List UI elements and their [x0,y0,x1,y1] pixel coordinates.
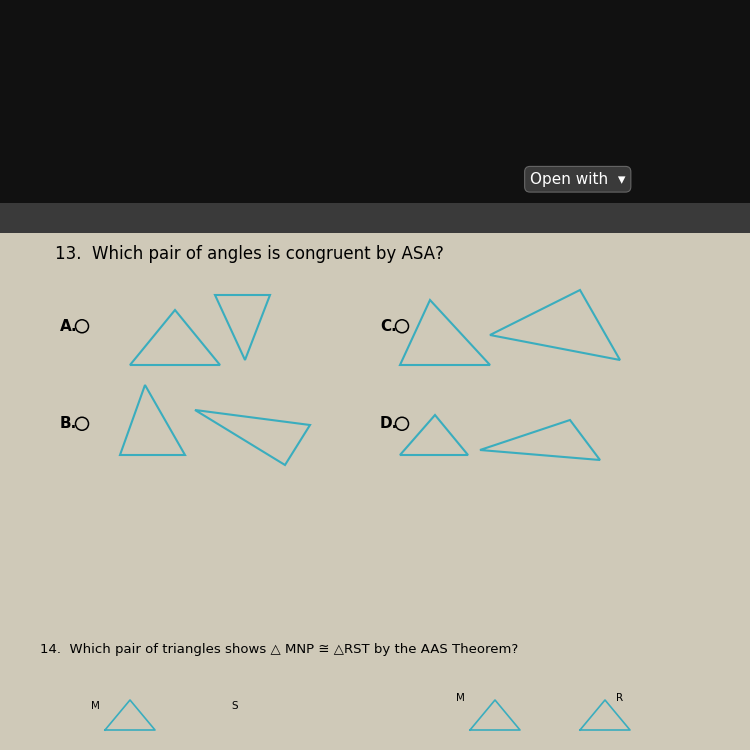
Polygon shape [0,0,750,202]
Text: A.: A. [60,319,78,334]
Text: S: S [232,700,238,711]
Text: 13.  Which pair of angles is congruent by ASA?: 13. Which pair of angles is congruent by… [55,244,444,262]
Text: Open with  ▾: Open with ▾ [530,172,626,187]
Text: C.: C. [380,319,397,334]
Text: R: R [616,693,623,703]
Text: M: M [91,700,100,711]
Text: M: M [455,693,464,703]
Text: B.: B. [60,416,77,431]
Polygon shape [0,232,750,750]
Text: 14.  Which pair of triangles shows △ MNP ≅ △RST by the AAS Theorem?: 14. Which pair of triangles shows △ MNP … [40,643,518,656]
Polygon shape [0,202,750,232]
Text: D.: D. [380,416,398,431]
